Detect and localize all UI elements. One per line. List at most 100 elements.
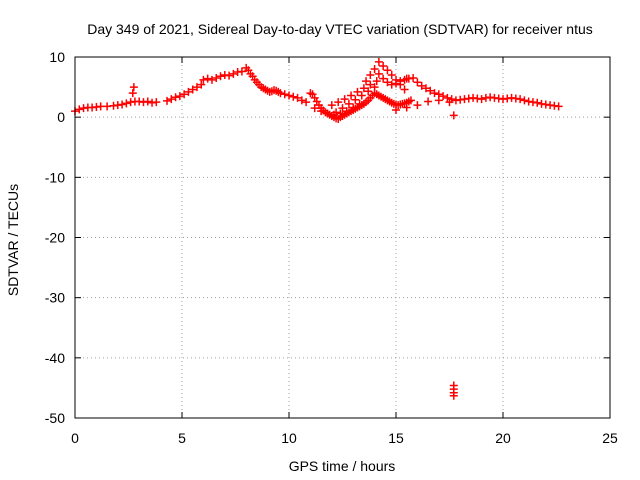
data-point: [327, 101, 336, 110]
data-point: [338, 104, 347, 113]
chart-title: Day 349 of 2021, Sidereal Day-to-day VTE…: [87, 21, 593, 37]
data-point: [289, 92, 298, 101]
data-point: [310, 104, 319, 113]
y-tick-label: 0: [57, 109, 65, 125]
data-point: [118, 100, 127, 109]
y-tick-label: -40: [45, 350, 65, 366]
data-point: [344, 99, 353, 108]
data-point: [329, 110, 338, 119]
x-axis-title: GPS time / hours: [289, 458, 396, 474]
data-points: [71, 57, 563, 400]
y-axis-title: SDTVAR / TECUs: [5, 184, 21, 296]
data-point: [362, 77, 371, 86]
data-point: [199, 75, 208, 84]
data-point: [167, 95, 176, 104]
data-point: [347, 91, 356, 100]
x-tick-label: 5: [178, 430, 186, 446]
data-point: [406, 96, 415, 105]
data-point: [392, 105, 400, 114]
data-point: [188, 85, 197, 94]
data-point: [184, 87, 193, 96]
data-point: [353, 87, 362, 96]
data-point: [426, 86, 435, 95]
y-tick-label: -50: [45, 410, 65, 426]
data-point: [302, 98, 311, 107]
y-tick-label: -30: [45, 290, 65, 306]
x-tick-label: 20: [495, 430, 511, 446]
data-point: [225, 71, 234, 80]
data-point: [349, 103, 358, 112]
x-tick-label: 25: [602, 430, 618, 446]
data-point: [379, 74, 388, 83]
data-point: [351, 95, 360, 104]
data-point: [533, 98, 542, 107]
data-point: [477, 95, 486, 104]
ticks: 0 5 10 15 20 25 10 0 -10 -20 -30 -40 -50: [45, 49, 618, 446]
data-point: [357, 91, 366, 100]
data-point: [355, 99, 364, 108]
data-point: [152, 98, 161, 107]
y-tick-label: 10: [49, 49, 65, 65]
data-point: [175, 92, 184, 101]
data-point: [439, 92, 448, 101]
data-point: [216, 72, 225, 81]
y-tick-label: -20: [45, 230, 65, 246]
data-point: [237, 67, 246, 76]
data-point: [171, 93, 180, 102]
data-point: [374, 57, 383, 66]
data-point: [336, 109, 345, 118]
data-point: [75, 105, 84, 114]
x-tick-label: 15: [388, 430, 404, 446]
data-point: [409, 74, 418, 83]
data-point: [180, 90, 189, 99]
data-point: [280, 90, 289, 99]
data-point: [443, 93, 452, 102]
data-point: [402, 103, 411, 112]
data-point: [372, 77, 381, 86]
data-point: [342, 107, 351, 116]
data-point: [370, 83, 379, 92]
data-point: [554, 102, 563, 111]
data-point: [449, 391, 458, 400]
data-point: [359, 84, 368, 93]
data-point: [520, 96, 529, 105]
data-point: [129, 83, 138, 92]
data-point: [317, 107, 326, 116]
data-point: [449, 111, 458, 120]
data-point: [293, 93, 302, 102]
data-point: [366, 80, 375, 89]
data-point: [396, 77, 405, 86]
data-point: [387, 71, 396, 80]
data-point: [421, 84, 430, 93]
data-point: [276, 89, 285, 98]
data-point: [387, 80, 396, 89]
data-point: [229, 69, 238, 78]
data-point: [413, 78, 422, 87]
data-point: [297, 96, 306, 105]
data-point: [383, 78, 392, 87]
data-point: [207, 75, 216, 84]
data-point: [334, 98, 343, 107]
data-point: [383, 66, 392, 75]
data-point: [413, 101, 422, 110]
x-tick-label: 10: [281, 430, 297, 446]
data-point: [374, 69, 383, 78]
data-point: [143, 97, 152, 106]
data-point: [379, 62, 388, 71]
data-point: [366, 71, 375, 80]
data-point: [203, 74, 212, 83]
data-point: [417, 81, 426, 90]
data-point: [400, 85, 409, 94]
data-point: [197, 80, 206, 89]
data-point: [212, 74, 221, 83]
data-point: [430, 89, 439, 98]
data-point: [323, 109, 332, 118]
data-point: [340, 95, 349, 104]
data-point: [445, 98, 454, 107]
data-point: [192, 83, 201, 92]
y-tick-label: -10: [45, 169, 65, 185]
data-point: [364, 87, 373, 96]
data-point: [392, 79, 400, 88]
data-point: [285, 91, 293, 100]
data-point: [370, 65, 379, 74]
